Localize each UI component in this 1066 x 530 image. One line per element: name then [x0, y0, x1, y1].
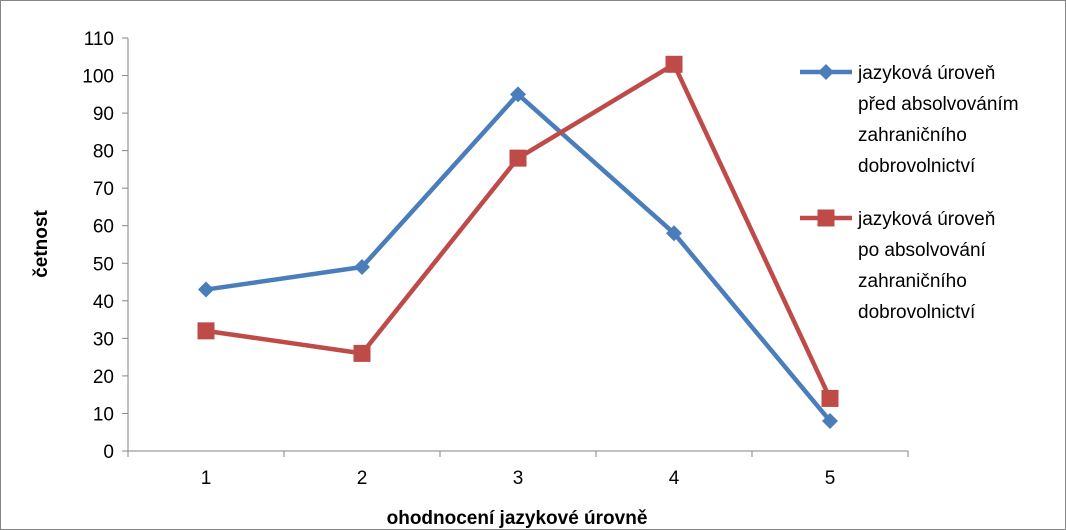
y-axis-title: četnost	[31, 210, 52, 278]
legend-label-line: jazyková úroveň	[857, 63, 995, 84]
y-tick-label: 10	[93, 404, 114, 425]
y-tick-label: 70	[93, 179, 114, 200]
data-point	[666, 225, 682, 242]
y-tick-label: 80	[93, 142, 114, 163]
x-tick-label: 5	[825, 468, 836, 489]
data-point	[197, 322, 215, 340]
y-tick-label: 110	[84, 29, 114, 50]
axes: 0 10 20 30 40 50 60 70 80 90 100 110 1 2 3 4 5	[82, 29, 909, 489]
legend-marker	[817, 209, 835, 227]
data-point	[510, 86, 526, 103]
data-point	[822, 412, 838, 429]
legend-label-line: zahraničního	[858, 125, 967, 146]
legend-label-line: zahraničního	[858, 271, 967, 292]
y-tick-label: 100	[82, 67, 114, 88]
legend-label-line: po absolvování	[858, 240, 987, 261]
y-tick-label: 30	[93, 329, 114, 350]
y-tick-label: 90	[93, 104, 114, 125]
y-tick-label: 50	[93, 254, 114, 275]
x-axis-title: ohodnocení jazykové úrovně	[387, 508, 648, 529]
legend-marker	[818, 64, 834, 80]
data-point	[353, 344, 371, 362]
x-tick-label: 1	[201, 468, 212, 489]
series-layer	[197, 55, 839, 429]
legend-label-line: před absolvováním	[858, 94, 1019, 115]
data-point	[821, 389, 839, 407]
y-tick-label: 60	[93, 217, 114, 238]
legend-label-line: jazyková úroveň	[857, 209, 995, 230]
x-tick-label: 2	[357, 468, 368, 489]
legend-label: jazyková úroveň před absolvováním zahranič…	[857, 63, 1019, 177]
data-point	[509, 149, 527, 167]
legend-label-line: dobrovolnictví	[858, 156, 976, 177]
y-tick-label: 40	[93, 292, 114, 313]
legend-item-1: jazyková úroveň před absolvováním zahranič…	[800, 63, 1019, 177]
legend-label-line: dobrovolnictví	[858, 302, 976, 323]
x-tick-label: 4	[669, 468, 680, 489]
legend-item-2: jazyková úroveň po absolvování zahraničníh…	[800, 209, 995, 323]
y-tick-label: 20	[93, 367, 114, 388]
data-point	[198, 281, 214, 298]
data-point	[665, 55, 683, 73]
legend: jazyková úroveň před absolvováním zahranič…	[800, 63, 1019, 323]
x-tick-label: 3	[513, 468, 524, 489]
legend-label: jazyková úroveň po absolvování zahraničníh…	[857, 209, 995, 323]
data-point	[354, 259, 370, 276]
series-2	[197, 55, 839, 407]
series-1	[198, 86, 838, 429]
y-tick-label: 0	[103, 442, 114, 463]
